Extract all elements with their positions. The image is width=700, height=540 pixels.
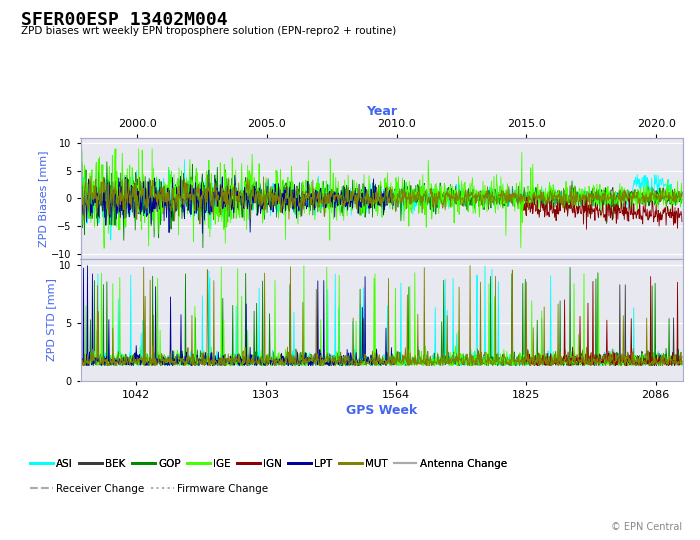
Y-axis label: ZPD STD [mm]: ZPD STD [mm] [46,279,57,361]
X-axis label: GPS Week: GPS Week [346,404,417,417]
X-axis label: Year: Year [366,105,397,118]
Y-axis label: ZPD Biases [mm]: ZPD Biases [mm] [38,150,48,247]
Legend: Receiver Change, Firmware Change: Receiver Change, Firmware Change [26,480,272,498]
Legend: ASI, BEK, GOP, IGE, IGN, LPT, MUT, Antenna Change: ASI, BEK, GOP, IGE, IGN, LPT, MUT, Anten… [26,454,511,472]
Text: ZPD biases wrt weekly EPN troposphere solution (EPN-repro2 + routine): ZPD biases wrt weekly EPN troposphere so… [21,26,396,36]
Text: SFER00ESP 13402M004: SFER00ESP 13402M004 [21,11,228,29]
Text: © EPN Central: © EPN Central [611,522,682,532]
